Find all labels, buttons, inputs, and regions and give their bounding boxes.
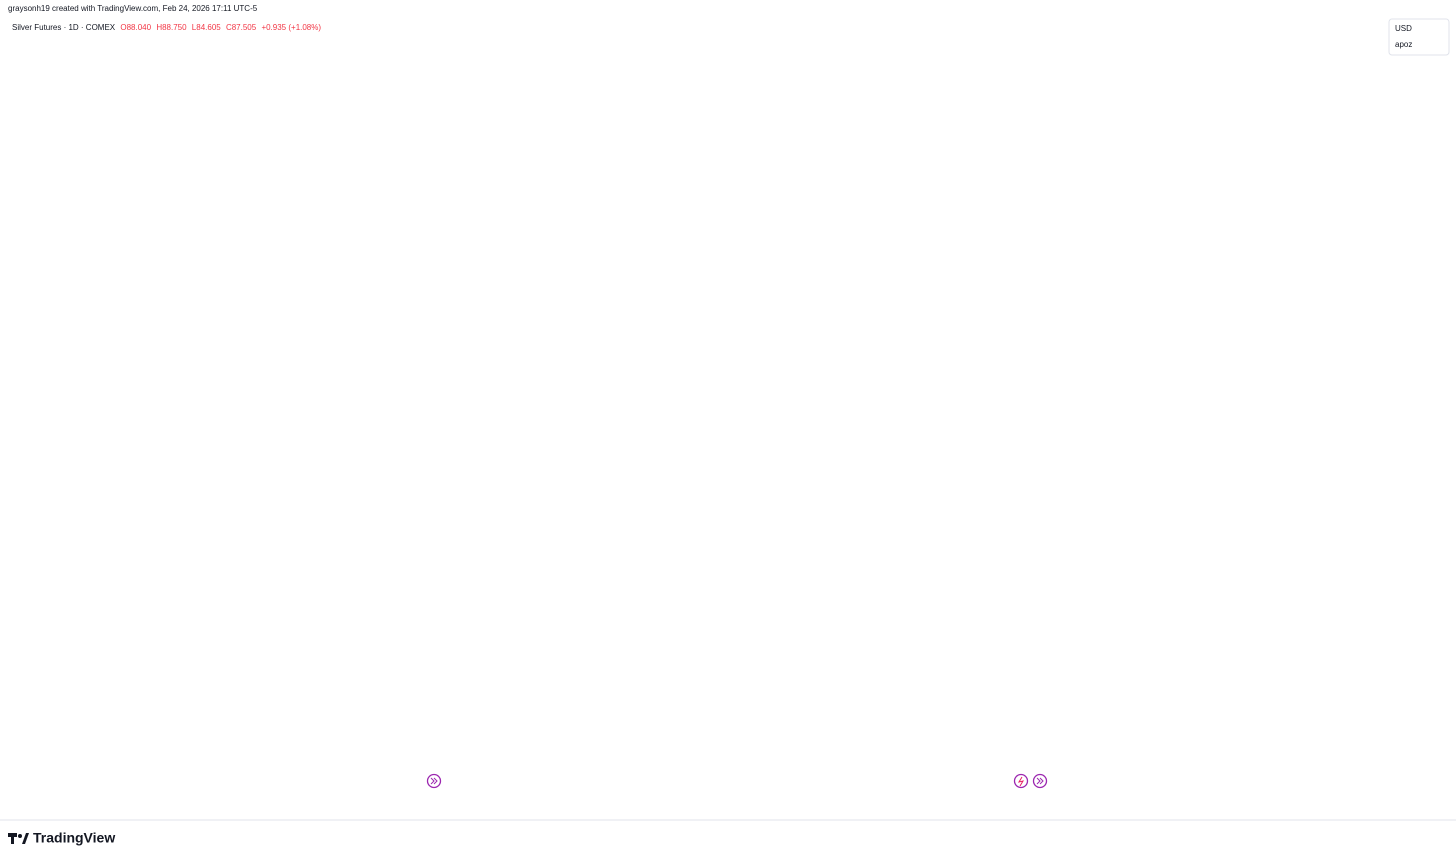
legend-low: L84.605 [192,23,221,32]
legend-change: +0.935 (+1.08%) [261,23,321,32]
legend-title: Silver Futures · 1D · COMEX [12,23,116,32]
brand-logo [8,833,29,844]
legend-close: C87.505 [226,23,257,32]
legend-high: H88.750 [156,23,187,32]
credit: graysonh19 created with TradingView.com,… [8,4,258,13]
event-markers[interactable] [426,773,1048,789]
brand: TradingView [33,830,115,846]
scale-box[interactable] [1388,18,1450,56]
legend-open: O88.040 [120,23,151,32]
scale-note: apoz [1395,40,1412,49]
legend: Silver Futures · 1D · COMEX O88.040 H88.… [12,23,321,32]
currency: USD [1395,24,1412,33]
